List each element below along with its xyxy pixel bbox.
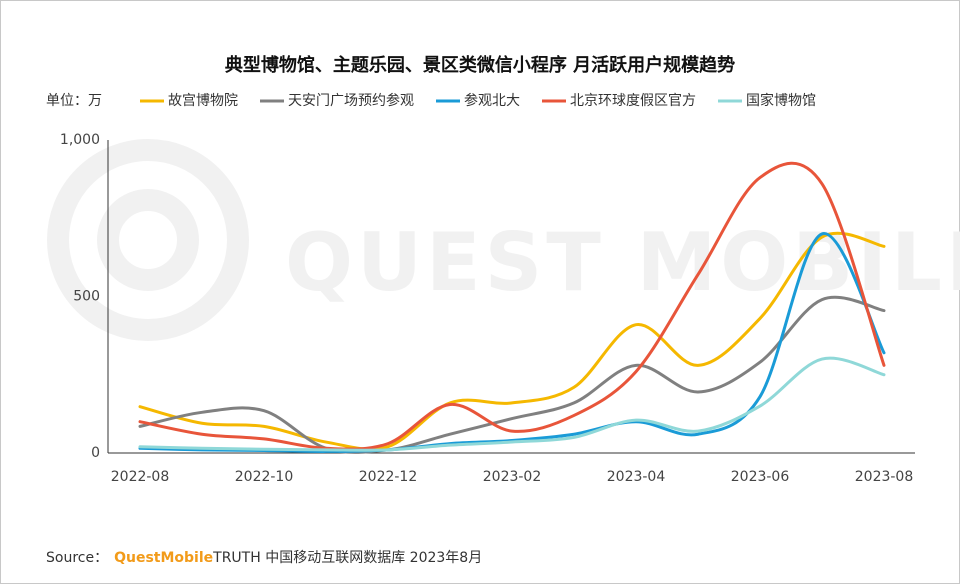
legend-label: 国家博物馆 [746, 92, 816, 109]
watermark: QUEST MOBILE [285, 216, 960, 309]
chart-title: 典型博物馆、主题乐园、景区类微信小程序 月活跃用户规模趋势 [225, 54, 735, 76]
x-tick-label: 2022-08 [111, 469, 170, 485]
line-series [138, 356, 886, 452]
unit-label: 单位：万 [46, 93, 102, 109]
source: Source： QuestMobileTRUTH 中国移动互联网数据库 2023年… [46, 550, 482, 566]
y-tick-label: 500 [73, 289, 100, 305]
source-text: TRUTH 中国移动互联网数据库 2023年8月 [212, 550, 482, 566]
source-prefix: Source： [46, 550, 108, 566]
legend-label: 故宫博物院 [168, 92, 238, 109]
legend-label: 北京环球度假区官方 [570, 93, 696, 109]
x-tick-label: 2023-02 [483, 469, 542, 485]
x-tick-label: 2022-10 [235, 469, 294, 485]
x-tick-label: 2023-08 [855, 469, 914, 485]
line-series [138, 231, 886, 451]
legend-label: 天安门广场预约参观 [288, 92, 414, 109]
y-tick-label: 1,000 [60, 132, 100, 148]
x-tick-label: 2023-04 [607, 469, 666, 485]
legend-label: 参观北大 [464, 92, 520, 109]
x-tick-label: 2023-06 [731, 469, 790, 485]
y-tick-label: 0 [91, 445, 100, 461]
line-series [138, 295, 886, 454]
line-series [138, 161, 886, 451]
x-tick-label: 2022-12 [359, 469, 418, 485]
source-brand: QuestMobile [114, 550, 213, 566]
